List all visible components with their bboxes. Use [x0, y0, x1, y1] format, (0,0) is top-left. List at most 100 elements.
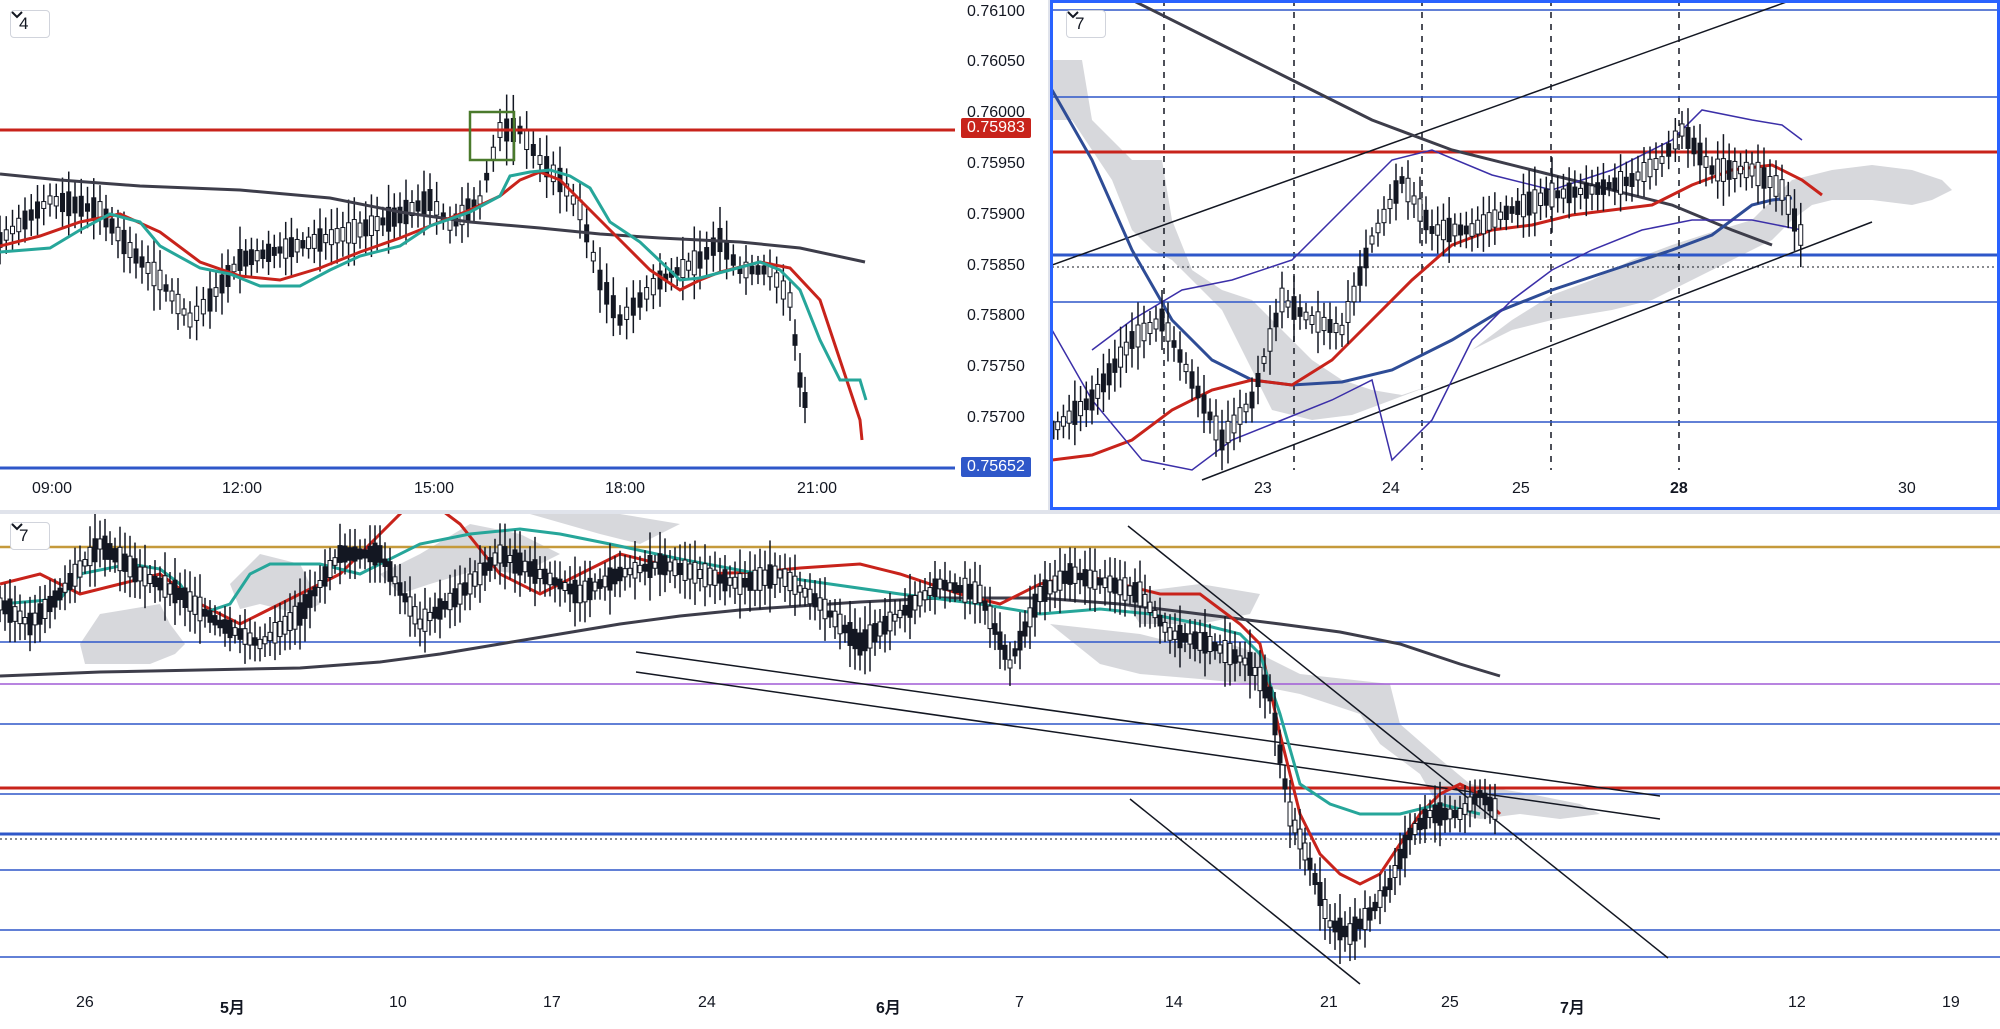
- candle-body: [452, 588, 458, 608]
- candle-body: [1629, 173, 1635, 187]
- candle-body: [1653, 158, 1659, 170]
- candle-body: [1412, 822, 1418, 836]
- candle-body: [311, 233, 317, 249]
- candle-body: [97, 201, 103, 219]
- candle-body: [1279, 287, 1285, 313]
- candle-body: [1672, 130, 1678, 150]
- candle-body: [502, 546, 508, 567]
- candle-body: [1291, 296, 1297, 320]
- candle-body: [987, 605, 993, 630]
- candle-body: [1462, 803, 1468, 815]
- candle-body: [1037, 585, 1043, 603]
- candle-body: [306, 236, 312, 250]
- candle-body: [1072, 400, 1078, 425]
- candle-body: [1177, 624, 1183, 649]
- pane-divider[interactable]: [0, 510, 2000, 514]
- candle-body: [1219, 429, 1225, 451]
- candle-body: [232, 627, 238, 636]
- candle-body: [892, 613, 898, 622]
- candle-body: [202, 608, 208, 617]
- candle-body: [1312, 872, 1318, 886]
- candle-body: [1503, 205, 1509, 220]
- chart-canvas-top-left[interactable]: [0, 0, 955, 510]
- candle-body: [175, 293, 181, 315]
- price-label: 0.75700: [967, 409, 1025, 426]
- candle-body: [1411, 195, 1417, 205]
- candle-body: [1339, 324, 1345, 336]
- candle-body: [1623, 176, 1629, 187]
- time-label: 12:00: [222, 480, 263, 497]
- candle-body: [867, 624, 873, 649]
- candle-body: [732, 576, 738, 589]
- candle-body: [582, 580, 588, 603]
- candle-body: [22, 210, 28, 230]
- candle-body: [1153, 318, 1159, 330]
- candle-body: [1227, 642, 1233, 666]
- candle-body: [552, 577, 558, 586]
- candle-body: [1715, 158, 1721, 182]
- candle-body: [0, 597, 3, 611]
- candle-body: [1357, 266, 1363, 286]
- price-label: 0.75800: [967, 307, 1025, 324]
- candle-body: [1515, 200, 1521, 215]
- candle-body: [682, 559, 688, 581]
- price-label: 0.75950: [967, 155, 1025, 172]
- pane-number-badge[interactable]: 7: [10, 522, 50, 550]
- candle-body: [386, 206, 392, 232]
- time-label: 26: [76, 994, 94, 1011]
- green-rectangle-drawing: [468, 110, 516, 162]
- candle-body: [1732, 160, 1738, 180]
- candle-body: [1042, 579, 1048, 602]
- candle-body: [219, 274, 225, 294]
- candle-body: [1767, 175, 1773, 189]
- candle-body: [524, 129, 530, 151]
- chart-pane-top-right[interactable]: 7 23 24 25 28 30: [1052, 0, 2000, 510]
- candle-body: [254, 250, 260, 262]
- candle-body: [727, 577, 733, 586]
- candle-body: [717, 574, 723, 584]
- chevron-down-icon: [11, 523, 23, 531]
- chevron-down-icon: [1067, 11, 1079, 19]
- candle-body: [1177, 349, 1183, 363]
- candle-body: [587, 577, 593, 601]
- candle-body: [192, 595, 198, 615]
- chart-canvas-bottom[interactable]: [0, 514, 2000, 1029]
- pane-number-badge[interactable]: 7: [1066, 10, 1106, 38]
- candle-body: [1022, 621, 1028, 637]
- candle-body: [952, 582, 958, 594]
- chart-pane-bottom[interactable]: 7 26 5月 10 17 24 6月 7 14 21 25 7月 12 19: [0, 514, 2000, 1029]
- candle-body: [743, 261, 749, 279]
- candle-body: [1381, 208, 1387, 224]
- candle-body: [1666, 143, 1672, 157]
- time-label: 25: [1512, 480, 1530, 497]
- candle-body: [332, 557, 338, 566]
- candle-body: [1217, 644, 1223, 654]
- candle-body: [710, 237, 716, 256]
- candle-body: [16, 217, 22, 233]
- chart-pane-top-left[interactable]: 4 09:00 12:00 15:00 18:00 21:00: [0, 0, 955, 510]
- candle-body: [1560, 188, 1566, 199]
- candle-body: [1257, 666, 1263, 692]
- candle-body: [1123, 341, 1129, 356]
- candle-body: [162, 575, 168, 598]
- time-label: 15:00: [414, 480, 455, 497]
- candle-body: [351, 219, 357, 244]
- candle-body: [1197, 632, 1203, 651]
- candle-body: [242, 628, 248, 645]
- candle-body: [427, 611, 433, 622]
- candle-body: [1066, 410, 1072, 424]
- candle-body: [644, 287, 650, 300]
- candle-body: [817, 597, 823, 611]
- trendline-lower: [1201, 221, 1873, 481]
- candle-body: [1309, 315, 1315, 325]
- chart-canvas-top-right[interactable]: [1052, 0, 2000, 510]
- candle-body: [1555, 190, 1561, 199]
- ichimoku-cloud: [1050, 624, 1600, 819]
- pane-number-badge[interactable]: 4: [10, 10, 50, 38]
- candle-body: [507, 554, 513, 564]
- candle-body: [1755, 161, 1761, 187]
- price-axis-top-left[interactable]: 0.76100 0.76050 0.76000 0.75950 0.75900 …: [955, 0, 1050, 510]
- candle-body: [657, 270, 663, 290]
- candle-body: [692, 561, 698, 584]
- candle-body: [1243, 403, 1249, 413]
